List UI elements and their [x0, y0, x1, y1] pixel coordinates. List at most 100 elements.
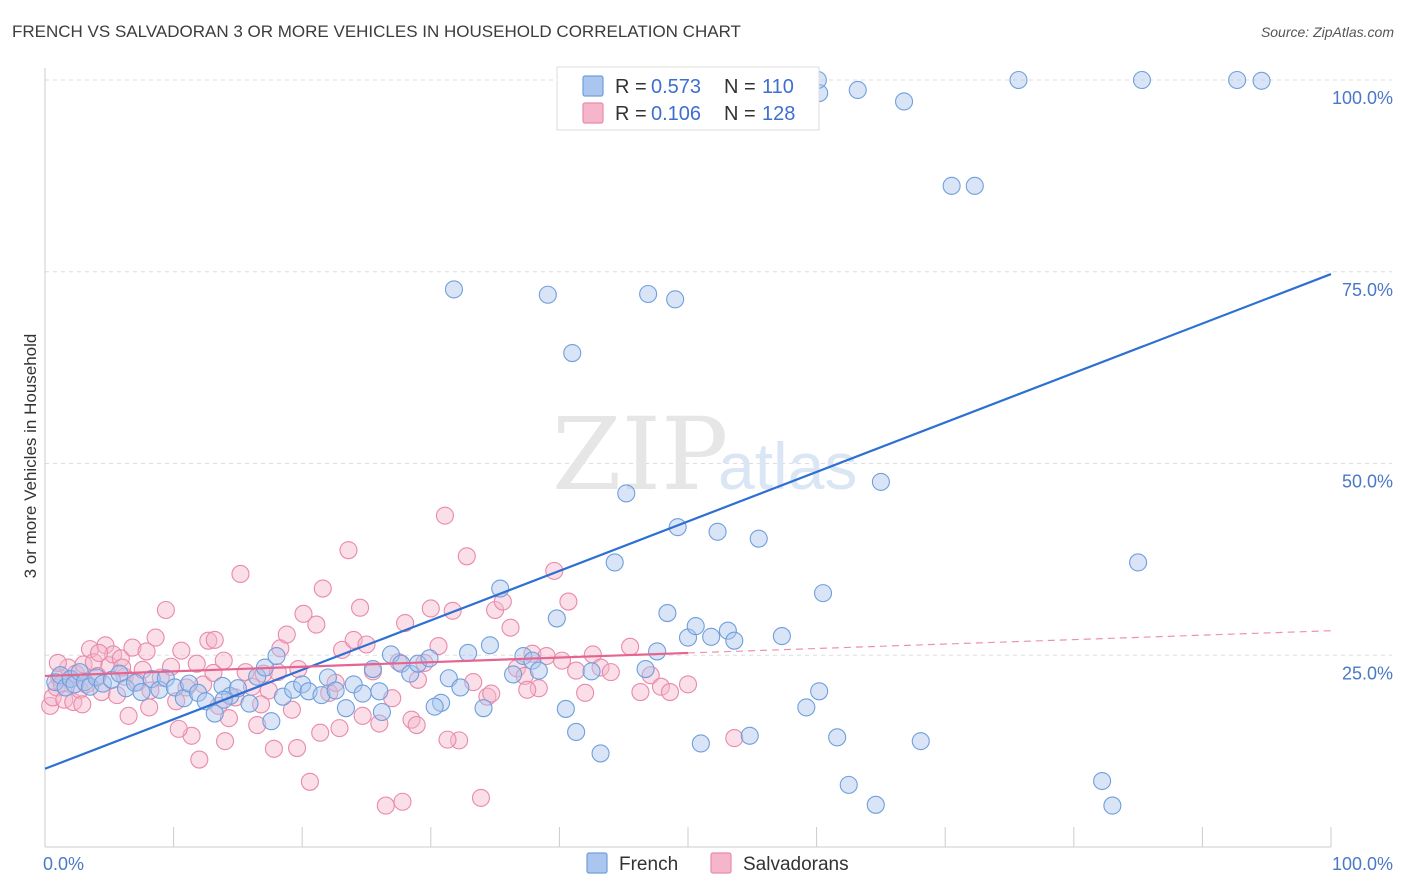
- salvadoran-point: [518, 680, 537, 699]
- salvadoran-point: [215, 732, 235, 751]
- french-point: [372, 702, 391, 722]
- salvadoran-point: [231, 564, 250, 583]
- french-point: [262, 712, 281, 731]
- salvadoran-point: [277, 625, 296, 644]
- french-point: [93, 674, 112, 693]
- salvadoran-point: [214, 651, 233, 670]
- french-point: [828, 728, 847, 747]
- french-point: [420, 649, 439, 668]
- salvadoran-point: [351, 598, 370, 617]
- french-point: [605, 553, 624, 572]
- french-trend-line: [44, 273, 1332, 770]
- salvadoran-point: [300, 772, 319, 791]
- salvadoran-point: [294, 604, 313, 623]
- salvadoran-point: [248, 715, 267, 735]
- salvadoran-point: [307, 615, 326, 634]
- french-point: [591, 744, 610, 763]
- french-point: [1103, 796, 1122, 815]
- salvadoran-point: [73, 695, 92, 714]
- french-point: [284, 680, 303, 699]
- french-point: [480, 636, 500, 655]
- salvadoran-point: [111, 649, 130, 668]
- french-point: [691, 734, 710, 753]
- y-tick-labels: 25.0% 50.0% 75.0% 100.0%: [1332, 88, 1393, 683]
- french-point: [1252, 71, 1271, 90]
- french-point: [866, 795, 885, 814]
- french-point: [312, 686, 331, 705]
- french-point: [871, 472, 890, 491]
- french-point: [326, 681, 345, 700]
- french-point: [556, 699, 575, 718]
- salvadoran-point: [205, 630, 224, 649]
- salvadoran-point: [288, 739, 307, 758]
- french-point: [504, 665, 523, 684]
- salvadoran-point: [393, 792, 412, 811]
- salvadoran-point: [370, 714, 389, 733]
- salvadoran-point: [429, 636, 448, 656]
- french-point: [772, 627, 791, 646]
- french-point: [648, 642, 667, 661]
- french-point: [740, 726, 759, 745]
- salvadoran-point: [576, 683, 595, 702]
- french-point: [267, 646, 286, 666]
- french-point: [582, 662, 601, 681]
- trend-lines: [44, 273, 1332, 770]
- watermark: ZIP atlas: [552, 396, 857, 513]
- french-point: [942, 176, 961, 195]
- salvadoran-point: [96, 636, 115, 655]
- french-point: [451, 678, 470, 697]
- y-tick-label-100: 100.0%: [1332, 88, 1393, 108]
- legend-swatch-french: [582, 75, 604, 97]
- french-point: [538, 285, 557, 304]
- french-point: [401, 664, 420, 683]
- salvadoran-point: [187, 654, 206, 673]
- salvadoran-point: [651, 677, 671, 696]
- salvadoran-point: [339, 541, 358, 560]
- salvadoran-point: [631, 683, 650, 702]
- salvadoran-point: [311, 723, 330, 742]
- french-point: [718, 621, 737, 640]
- french-point: [425, 697, 444, 716]
- salvadoran-point: [219, 709, 238, 728]
- x-tick-labels: 0.0% 100.0%: [43, 854, 1393, 874]
- french-point: [150, 680, 169, 699]
- french-point: [567, 722, 586, 742]
- salvadoran-point: [169, 719, 188, 738]
- french-point: [848, 80, 867, 100]
- salvadoran-point: [84, 653, 103, 672]
- french-point: [725, 631, 744, 650]
- french-point: [1009, 70, 1028, 90]
- french-point: [1129, 553, 1148, 572]
- french-point: [636, 660, 655, 679]
- salvadoran-point: [282, 700, 301, 719]
- french-point: [293, 675, 312, 694]
- french-point: [240, 694, 259, 713]
- y-axis-title: 3 or more Vehicles in Household: [21, 334, 40, 579]
- series-legend: French Salvadorans: [586, 852, 849, 875]
- french-point: [125, 673, 145, 692]
- salvadoran-point: [376, 796, 395, 815]
- salvadoran-point: [123, 638, 142, 657]
- salvadoran-point: [660, 683, 680, 702]
- french-point: [965, 176, 984, 195]
- salvadoran-point: [333, 640, 352, 659]
- french-point: [444, 280, 463, 299]
- series-legend-swatch-salvadoran: [710, 852, 732, 874]
- salvadoran-point: [119, 706, 138, 725]
- legend-n-value-french: 110: [762, 76, 794, 98]
- y-tick-label-25: 25.0%: [1342, 663, 1393, 683]
- salvadoran-point: [199, 631, 218, 650]
- salvadoran-point: [330, 719, 349, 738]
- salvadoran-point: [591, 658, 610, 677]
- french-point: [686, 617, 705, 636]
- french-point: [666, 290, 685, 309]
- salvadoran-point: [140, 698, 159, 717]
- legend-r-value-french: 0.573: [651, 76, 701, 98]
- salvadoran-point: [567, 661, 586, 680]
- legend-r-label-french: R =: [615, 76, 647, 98]
- french-point: [132, 683, 151, 702]
- salvadoran-point: [515, 666, 534, 686]
- legend-n-label-french: N =: [724, 76, 756, 98]
- legend-n-label-salvadoran: N =: [724, 103, 756, 125]
